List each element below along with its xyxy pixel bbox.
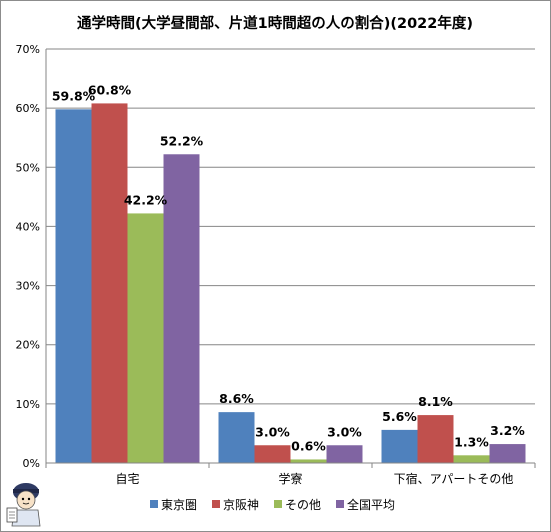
data-label: 42.2% xyxy=(124,192,168,207)
bar xyxy=(218,412,255,463)
bar xyxy=(290,459,327,463)
data-label: 8.6% xyxy=(219,391,254,406)
bar xyxy=(453,455,490,463)
y-tick-label: 70% xyxy=(16,43,40,56)
x-axis-categories: 自宅 学寮 下宿、アパートその他 xyxy=(115,471,513,486)
y-axis-ticks: 0% 10% 20% 30% 40% 50% 60% 70% xyxy=(16,43,40,470)
y-tick-label: 60% xyxy=(16,102,40,115)
y-tick-label: 10% xyxy=(16,398,40,411)
data-label: 59.8% xyxy=(52,88,96,103)
y-tick-label: 50% xyxy=(16,161,40,174)
bar xyxy=(489,444,526,463)
bar xyxy=(127,213,164,463)
legend-swatch xyxy=(274,500,282,508)
data-label: 3.0% xyxy=(327,424,362,439)
bar xyxy=(254,445,291,463)
data-label: 5.6% xyxy=(382,409,417,424)
data-labels: 59.8%60.8% 42.2% 52.2% 8.6% 3.0%0.6%3.0% 5.6%… xyxy=(52,82,525,453)
x-category-label: 学寮 xyxy=(278,471,302,486)
bar xyxy=(55,109,92,463)
bars xyxy=(55,103,526,463)
y-tick-label: 20% xyxy=(16,339,40,352)
data-label: 3.0% xyxy=(255,424,290,439)
data-label: 8.1% xyxy=(418,394,453,409)
legend-swatch xyxy=(336,500,344,508)
axes xyxy=(45,49,536,468)
data-label: 1.3% xyxy=(454,434,489,449)
y-tick-label: 0% xyxy=(23,457,40,470)
legend-label: その他 xyxy=(285,498,321,512)
y-tick-label: 30% xyxy=(16,280,40,293)
bar xyxy=(91,103,128,463)
legend-label: 京阪神 xyxy=(223,498,259,512)
bar xyxy=(326,445,363,463)
x-category-label: 自宅 xyxy=(115,471,139,486)
legend-label: 東京圏 xyxy=(161,498,197,512)
legend-label: 全国平均 xyxy=(347,497,395,512)
data-label: 60.8% xyxy=(88,82,132,97)
bar xyxy=(381,429,418,463)
legend: 東京圏 京阪神 その他 全国平均 xyxy=(150,497,395,512)
chart-title: 通学時間(大学昼間部、片道1時間超の人の割合)(2022年度) xyxy=(77,14,473,32)
y-tick-label: 40% xyxy=(16,220,40,233)
legend-swatch xyxy=(212,500,220,508)
bar xyxy=(417,415,454,463)
legend-swatch xyxy=(150,500,158,508)
data-label: 3.2% xyxy=(490,423,525,438)
x-category-label: 下宿、アパートその他 xyxy=(394,471,514,486)
data-label: 0.6% xyxy=(291,438,326,453)
bar xyxy=(163,154,200,463)
data-label: 52.2% xyxy=(160,133,204,148)
mascot-illustration xyxy=(6,483,41,527)
